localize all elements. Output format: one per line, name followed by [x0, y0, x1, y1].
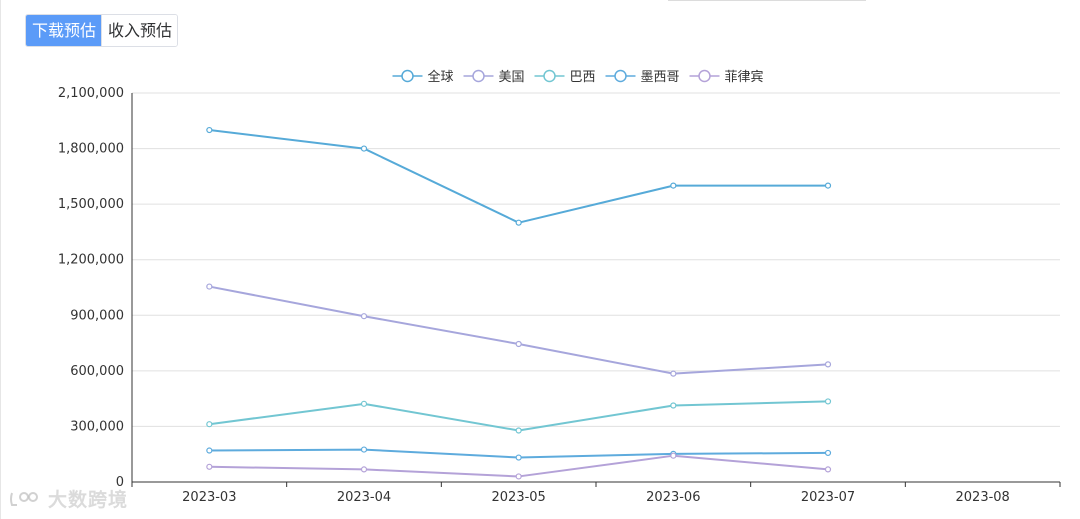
left-border [0, 0, 1, 519]
legend-marker [698, 69, 711, 83]
data-point [824, 466, 832, 473]
data-point [360, 446, 368, 453]
legend-label: 菲律宾 [725, 69, 764, 85]
data-point [670, 370, 677, 377]
x-tick-label: 2023-04 [337, 490, 391, 505]
data-point [515, 219, 522, 226]
series-line [209, 129, 828, 224]
data-point [824, 182, 832, 189]
legend-label: 全球 [428, 69, 454, 85]
data-point [515, 340, 522, 348]
data-point [206, 126, 213, 134]
data-point [824, 361, 832, 368]
legend-marker [401, 69, 414, 83]
y-tick-label: 1,800,000 [58, 142, 124, 157]
estimate-tabs: 下载预估 收入预估 [25, 14, 179, 47]
data-point [206, 463, 213, 470]
watermark-logo-icon [10, 491, 38, 506]
legend-marker [614, 69, 627, 83]
legend-item: 墨西哥 [605, 69, 680, 85]
x-tick-label: 2023-07 [801, 490, 855, 505]
x-tick-label: 2023-03 [182, 490, 236, 505]
x-tick-label: 2023-05 [492, 490, 546, 505]
x-tick-label: 2023-06 [646, 490, 700, 505]
y-tick-label: 300,000 [70, 419, 124, 434]
data-point [670, 452, 677, 459]
legend-item: 菲律宾 [689, 69, 764, 85]
tab-revenue-estimate[interactable]: 收入预估 [101, 15, 178, 46]
data-point [360, 313, 368, 320]
tab-download-estimate[interactable]: 下载预估 [26, 15, 102, 46]
data-point [360, 400, 368, 407]
y-tick-label: 1,200,000 [58, 253, 124, 268]
legend-label: 墨西哥 [641, 70, 680, 85]
data-point [206, 421, 213, 428]
data-point [206, 283, 213, 290]
data-point [515, 473, 522, 480]
legend-label: 美国 [499, 70, 525, 85]
legend-marker [472, 69, 485, 83]
data-point [824, 398, 832, 405]
legend-marker [543, 69, 556, 83]
data-point [515, 427, 522, 434]
data-point [206, 447, 213, 454]
y-tick-label: 600,000 [70, 364, 124, 379]
legend-item: 全球 [392, 69, 454, 85]
y-tick-label: 0 [116, 475, 124, 490]
top-divider [668, 0, 866, 1]
data-point [515, 454, 522, 461]
legend-item: 美国 [463, 69, 525, 85]
y-tick-label: 900,000 [70, 308, 124, 323]
data-point [670, 182, 677, 189]
data-point [360, 145, 368, 152]
watermark: 大数跨境 [8, 485, 128, 512]
data-point [670, 402, 677, 409]
legend-item: 巴西 [534, 69, 596, 85]
y-tick-label: 1,500,000 [58, 197, 124, 212]
legend-label: 巴西 [570, 70, 596, 85]
series-line [209, 285, 829, 375]
data-point [824, 449, 832, 457]
y-tick-label: 2,100,000 [58, 86, 124, 101]
x-tick-label: 2023-08 [956, 490, 1010, 505]
data-point [360, 466, 368, 473]
watermark-text: 大数跨境 [48, 489, 129, 511]
